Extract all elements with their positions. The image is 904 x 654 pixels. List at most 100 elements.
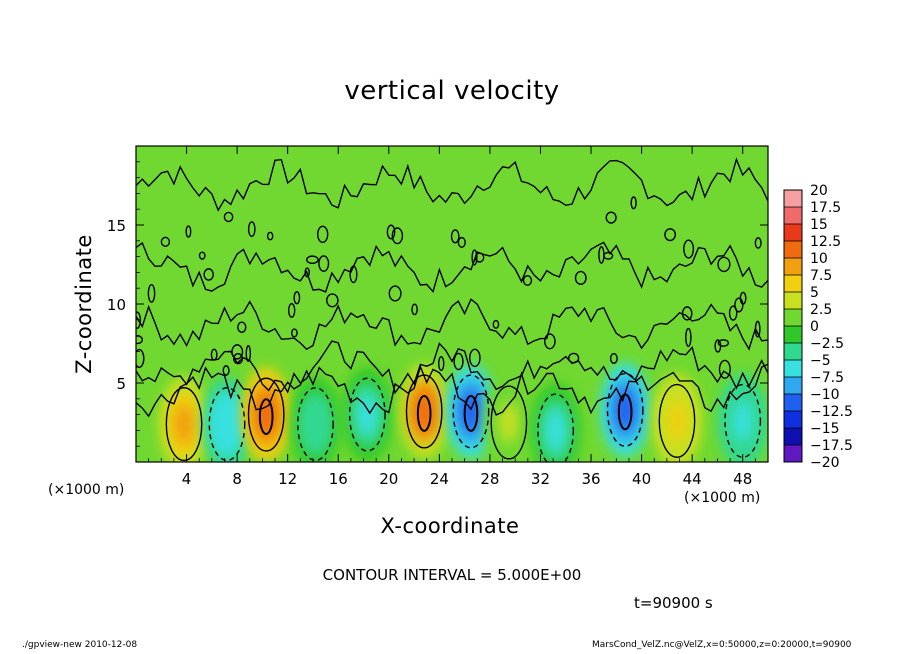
x-tick-label-1: 8 bbox=[232, 470, 242, 488]
colorbar-label-14: −15 bbox=[810, 421, 840, 437]
colorbar-label-2: 15 bbox=[810, 217, 828, 233]
field-cell-4-core bbox=[357, 394, 377, 436]
colorbar-swatch-11 bbox=[784, 377, 802, 394]
colorbar-label-16: −20 bbox=[810, 455, 840, 471]
contour-loop-2 bbox=[574, 270, 587, 286]
footer-right: MarsCond_VelZ.nc@VelZ,x=0:50000,z=0:2000… bbox=[592, 640, 852, 650]
contour-loop-1 bbox=[754, 237, 762, 249]
contour-loop-44 bbox=[450, 229, 460, 244]
colorbar-swatch-10 bbox=[784, 360, 802, 377]
contour-line-2 bbox=[136, 298, 768, 351]
contour-loop-51 bbox=[245, 345, 252, 362]
contour-loop-0 bbox=[136, 311, 142, 329]
x-tick-label-7: 32 bbox=[531, 470, 550, 488]
cell-contour-7 bbox=[490, 385, 528, 460]
contour-interval-note: CONTOUR INTERVAL = 5.000E+00 bbox=[322, 566, 582, 584]
contour-loop-52 bbox=[147, 283, 156, 303]
colorbar-swatch-9 bbox=[784, 343, 802, 360]
field-cell-10-core bbox=[667, 400, 687, 442]
colorbar-label-13: −12.5 bbox=[810, 404, 853, 420]
contour-group bbox=[136, 157, 768, 462]
colorbar-label-11: −7.5 bbox=[810, 370, 844, 386]
cell-contour-8 bbox=[537, 393, 575, 462]
x-tick-label-9: 40 bbox=[632, 470, 651, 488]
colorbar-swatch-8 bbox=[784, 326, 802, 343]
cell-contour-9 bbox=[606, 372, 644, 447]
colorbar-swatch-2 bbox=[784, 224, 802, 241]
contour-loop-32 bbox=[685, 327, 692, 347]
contour-loop-14 bbox=[438, 356, 445, 372]
contour-loop-40 bbox=[349, 265, 358, 284]
contour-loop-12 bbox=[734, 297, 744, 313]
contour-loop-18 bbox=[683, 239, 695, 259]
contour-loop-56 bbox=[474, 252, 485, 263]
colorbar-label-3: 12.5 bbox=[810, 234, 841, 250]
contour-loop-25 bbox=[231, 344, 244, 360]
cell-contour-1 bbox=[208, 387, 246, 462]
field-cell-3-core bbox=[305, 403, 326, 445]
contour-loop-10 bbox=[232, 352, 244, 365]
footer-left: ./gpview-new 2010-12-08 bbox=[22, 640, 138, 650]
x-tick-label-4: 20 bbox=[379, 470, 398, 488]
field-cell-8-core bbox=[545, 409, 566, 451]
colorbar-swatch-14 bbox=[784, 428, 802, 445]
x-unit-left: (×1000 m) bbox=[48, 482, 125, 498]
contour-loop-37 bbox=[568, 352, 580, 364]
colorbar-label-5: 7.5 bbox=[810, 268, 832, 284]
colorbar-swatch-13 bbox=[784, 411, 802, 428]
contour-loop-53 bbox=[609, 353, 618, 364]
y-tick-label-0: 5 bbox=[116, 375, 126, 393]
colorbar-swatch-5 bbox=[784, 275, 802, 292]
contour-line-3 bbox=[136, 340, 768, 395]
colorbar-swatch-4 bbox=[784, 258, 802, 275]
x-tick-label-11: 48 bbox=[733, 470, 752, 488]
contour-line-4 bbox=[136, 363, 768, 418]
time-label: t=90900 s bbox=[634, 594, 713, 612]
colorbar-label-15: −17.5 bbox=[810, 438, 853, 454]
x-tick-label-8: 36 bbox=[581, 470, 600, 488]
colorbar-swatch-6 bbox=[784, 292, 802, 309]
colorbar-label-10: −5 bbox=[810, 353, 831, 369]
field-cell-1-core bbox=[217, 403, 237, 445]
contour-loop-41 bbox=[492, 319, 500, 329]
field-cell-0-core bbox=[174, 403, 194, 445]
contour-loop-17 bbox=[605, 211, 617, 224]
colorbar: 2017.51512.5107.552.50−2.5−5−7.5−10−12.5… bbox=[783, 183, 853, 471]
contour-loop-20 bbox=[754, 320, 761, 338]
contour-loop-39 bbox=[717, 339, 730, 347]
contour-loop-11 bbox=[453, 352, 464, 371]
cell-contour-inner-5 bbox=[416, 395, 432, 432]
contour-loop-34 bbox=[203, 268, 214, 281]
cell-contour-6 bbox=[452, 374, 490, 449]
colorbar-swatch-1 bbox=[784, 207, 802, 224]
contour-loop-28 bbox=[457, 236, 466, 248]
colorbar-swatch-12 bbox=[784, 394, 802, 411]
contour-lines bbox=[136, 157, 768, 462]
contour-loop-8 bbox=[237, 321, 247, 333]
contour-loop-5 bbox=[630, 196, 637, 210]
contour-loop-6 bbox=[411, 303, 418, 316]
colorbar-swatch-3 bbox=[784, 241, 802, 258]
contour-loop-57 bbox=[287, 303, 296, 318]
x-tick-label-2: 12 bbox=[278, 470, 297, 488]
contour-loop-22 bbox=[266, 231, 274, 241]
colorbar-swatch-0 bbox=[784, 190, 802, 207]
contour-loop-50 bbox=[718, 359, 731, 379]
contour-loop-21 bbox=[305, 255, 319, 264]
colorbar-swatch-15 bbox=[784, 445, 802, 462]
x-axis-label: X-coordinate bbox=[380, 514, 520, 538]
contour-loop-45 bbox=[247, 221, 256, 238]
cell-contour-11 bbox=[724, 383, 762, 458]
contour-loop-29 bbox=[210, 348, 218, 361]
contour-loop-27 bbox=[326, 293, 339, 308]
cell-contour-3 bbox=[297, 387, 334, 462]
contour-loop-46 bbox=[469, 348, 481, 368]
cell-contour-4 bbox=[348, 377, 386, 452]
contour-loop-38 bbox=[717, 256, 731, 273]
contour-loop-30 bbox=[304, 267, 310, 278]
contour-loop-59 bbox=[739, 291, 747, 305]
cell-contour-2 bbox=[247, 377, 285, 452]
colorbar-label-1: 17.5 bbox=[810, 200, 841, 216]
colorbar-swatch-7 bbox=[784, 309, 802, 326]
